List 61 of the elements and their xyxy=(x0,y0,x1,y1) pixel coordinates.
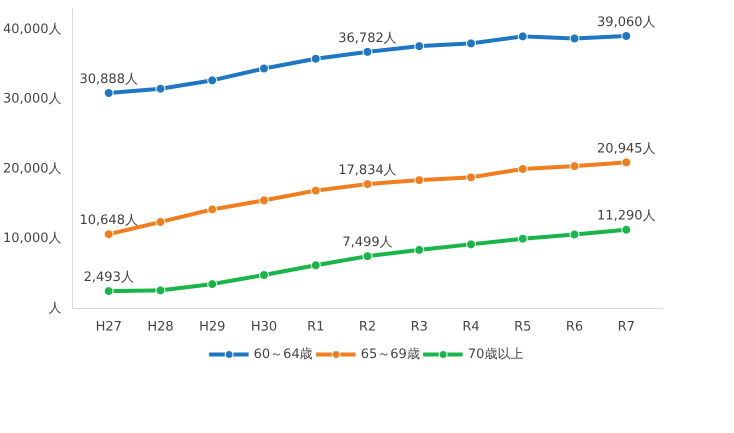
point xyxy=(518,164,528,174)
point xyxy=(621,157,632,168)
x-tick-label: R3 xyxy=(410,320,428,334)
point xyxy=(621,30,632,41)
point xyxy=(207,204,218,214)
point xyxy=(155,216,166,227)
x-tick-label: H28 xyxy=(147,320,174,334)
point xyxy=(258,270,269,280)
annotation: 10,648人 xyxy=(79,213,138,228)
point xyxy=(362,251,372,262)
point xyxy=(414,175,424,186)
point xyxy=(207,279,218,290)
point xyxy=(414,244,424,255)
point xyxy=(621,224,632,235)
point xyxy=(104,286,114,296)
point xyxy=(570,230,580,240)
point xyxy=(258,195,269,206)
x-tick-label: H27 xyxy=(96,320,122,334)
x-tick-label: R4 xyxy=(462,320,480,334)
point xyxy=(518,31,528,42)
y-tick-label: 30,000人 xyxy=(3,92,62,107)
y-tick-label: 10,000人 xyxy=(3,231,62,246)
annotation: 2,493人 xyxy=(84,270,134,286)
annotation: 20,945人 xyxy=(597,141,656,156)
x-tick-label: R1 xyxy=(307,320,324,334)
x-tick-label: R5 xyxy=(514,320,532,334)
annotation: 11,290人 xyxy=(597,208,656,224)
annotation: 17,834人 xyxy=(338,163,397,178)
annotation: 30,888人 xyxy=(79,72,138,87)
point xyxy=(570,161,580,172)
point xyxy=(362,179,372,190)
point xyxy=(362,46,372,57)
point xyxy=(310,186,321,196)
point xyxy=(258,64,269,74)
x-tick-label: R2 xyxy=(358,320,376,334)
annotation: 39,060人 xyxy=(597,14,656,30)
x-tick-label: R7 xyxy=(618,320,635,334)
point xyxy=(414,41,424,52)
point xyxy=(310,54,321,64)
y-tick-label: 40,000人 xyxy=(3,22,62,37)
annotation: 7,499人 xyxy=(342,235,393,250)
point xyxy=(466,38,476,48)
point xyxy=(104,88,114,98)
x-tick-label: R6 xyxy=(566,320,584,334)
point xyxy=(570,34,580,44)
point xyxy=(466,172,476,182)
y-tick-label: 人 xyxy=(48,301,62,316)
point xyxy=(104,229,114,240)
point xyxy=(155,84,166,94)
point xyxy=(466,239,476,250)
legend-label: 70歳以上 xyxy=(468,346,524,363)
x-tick-label: H30 xyxy=(250,320,278,334)
point xyxy=(155,285,166,296)
legend-label: 60～64歳 xyxy=(254,346,313,363)
point xyxy=(518,234,528,244)
point xyxy=(310,260,321,270)
y-tick-label: 20,000人 xyxy=(3,161,62,176)
x-tick-label: H29 xyxy=(199,320,226,334)
point xyxy=(207,75,218,86)
legend-label: 65～69歳 xyxy=(360,346,420,363)
annotation: 36,782人 xyxy=(338,30,397,46)
